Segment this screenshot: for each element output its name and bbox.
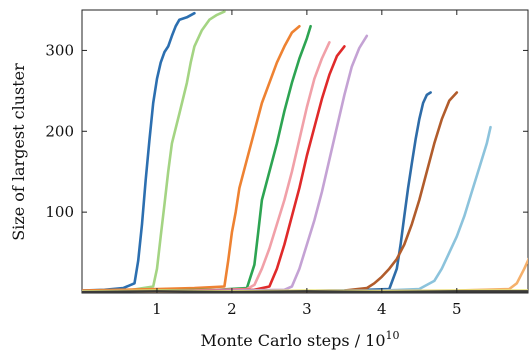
y-tick-label: 200 — [45, 122, 74, 140]
series-line-7 — [82, 34, 369, 293]
x-tick-label: 3 — [302, 300, 312, 318]
y-axis-title: Size of largest cluster — [9, 63, 28, 241]
x-axis-title: Monte Carlo steps / 1010 — [200, 329, 399, 350]
series-line-3 — [82, 24, 301, 292]
x-tick-label: 4 — [377, 300, 387, 318]
series-line-1 — [82, 11, 196, 292]
x-tick-label: 1 — [152, 300, 162, 318]
series-line-9 — [82, 91, 459, 293]
x-tick-label: 5 — [452, 300, 462, 318]
plot-frame — [81, 9, 529, 294]
series-line-2 — [82, 10, 226, 293]
series-line-11 — [82, 257, 528, 293]
series-layer — [82, 10, 528, 293]
y-tick-label: 100 — [45, 203, 74, 221]
ticks-layer: 1 2 3 4 5 100 200 300 — [45, 10, 528, 318]
series-line-5 — [82, 40, 331, 293]
series-line-13 — [82, 290, 528, 293]
y-tick-label: 300 — [45, 41, 74, 59]
x-tick-label: 2 — [227, 300, 237, 318]
